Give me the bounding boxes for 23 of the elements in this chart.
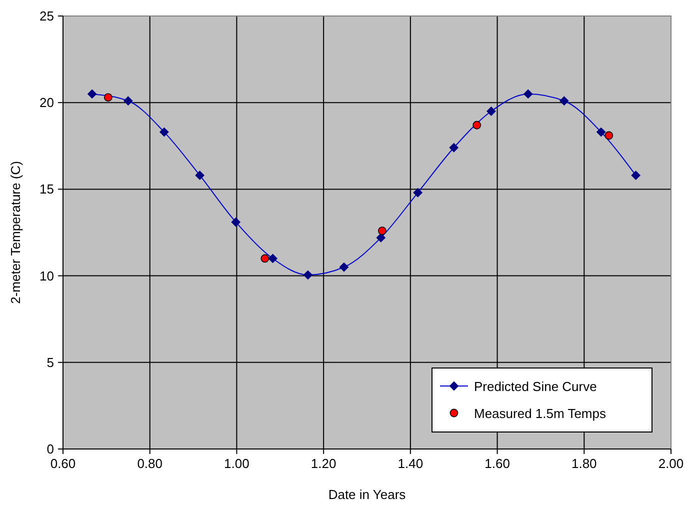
- x-tick-label: 0.80: [137, 456, 163, 471]
- point: [104, 93, 112, 102]
- x-tick-label: 0.60: [50, 456, 76, 471]
- point: [604, 131, 614, 140]
- y-tick-label: 25: [40, 8, 54, 24]
- y-tick-label: 15: [40, 182, 54, 197]
- y-tick-label: 10: [40, 268, 54, 284]
- x-tick-label: 1.40: [398, 456, 424, 471]
- x-tick-label: 1.60: [484, 456, 510, 471]
- x-axis-title: Date in Years: [328, 487, 406, 502]
- x-tick-label: 1.80: [571, 456, 597, 471]
- y-tick-label: 5: [46, 354, 54, 370]
- y-axis-title: 2-meter Temperature (C): [8, 161, 23, 304]
- x-tick-label: 2.00: [658, 456, 684, 471]
- legend-label: Predicted Sine Curve: [474, 379, 597, 394]
- y-tick-label: 20: [40, 95, 54, 110]
- y-tick-label: 0: [46, 442, 54, 456]
- x-tick-label: 1.00: [224, 456, 250, 471]
- legend-label: Measured 1.5m Temps: [474, 406, 606, 421]
- point: [260, 254, 270, 263]
- point: [378, 226, 386, 235]
- x-tick-label: 1.20: [310, 456, 336, 471]
- point: [472, 120, 482, 130]
